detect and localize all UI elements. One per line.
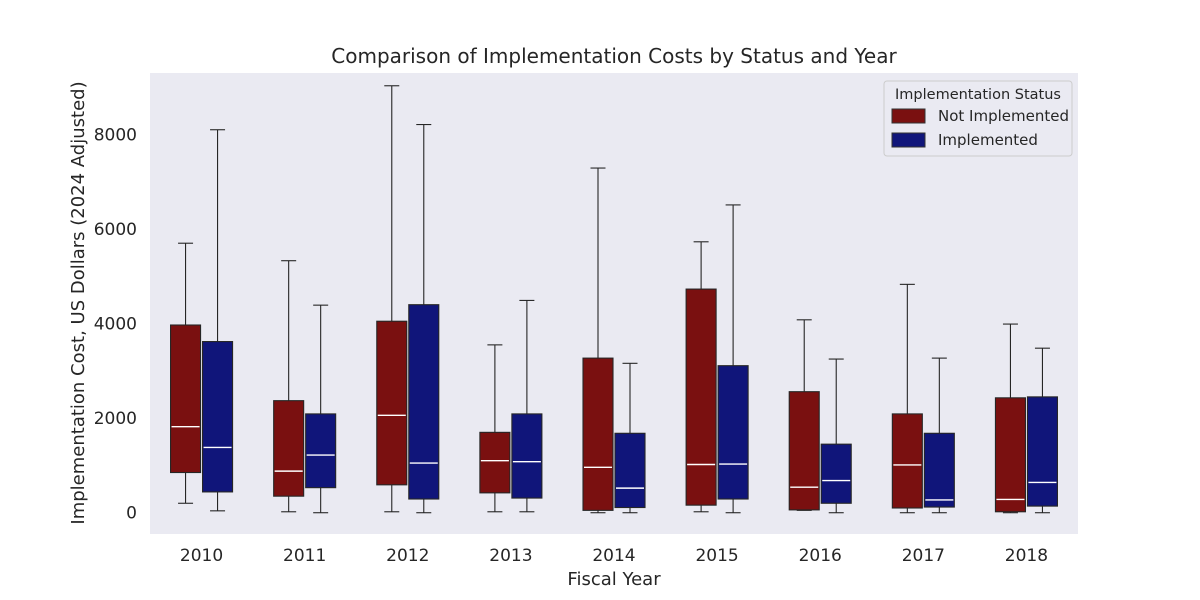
box-implemented-2010: [202, 129, 234, 512]
legend: Implementation Status Not Implemented Im…: [883, 80, 1073, 157]
box-implemented-2012: [408, 123, 440, 514]
iqr-box: [923, 432, 955, 508]
box-not-implemented-2012: [376, 85, 408, 513]
y-axis-label: Implementation Cost, US Dollars (2024 Ad…: [68, 81, 89, 524]
iqr-box: [376, 320, 408, 486]
y-tick-label: 6000: [94, 220, 137, 240]
box-implemented-2011: [305, 304, 337, 514]
box-not-implemented-2016: [788, 319, 820, 511]
box-not-implemented-2014: [582, 167, 614, 514]
x-axis-label: Fiscal Year: [567, 569, 661, 590]
iqr-box: [479, 431, 511, 494]
legend-box: [883, 80, 1073, 157]
iqr-box: [170, 324, 202, 474]
x-tick-label: 2011: [283, 546, 326, 566]
box-not-implemented-2017: [891, 283, 923, 514]
iqr-box: [820, 443, 852, 504]
iqr-box: [202, 341, 234, 493]
x-tick-label: 2013: [489, 546, 532, 566]
box-not-implemented-2018: [994, 323, 1026, 514]
box-implemented-2017: [923, 357, 955, 514]
box-not-implemented-2011: [273, 260, 305, 513]
iqr-box: [1026, 396, 1058, 507]
iqr-box: [305, 413, 337, 489]
y-axis-ticks: 0 2000 4000 6000 8000: [94, 125, 137, 523]
x-tick-label: 2016: [799, 546, 842, 566]
box-groups: [170, 85, 1058, 514]
box-implemented-2018: [1026, 347, 1058, 514]
iqr-box: [685, 288, 717, 506]
chart-title: Comparison of Implementation Costs by St…: [331, 44, 897, 68]
y-tick-label: 0: [126, 504, 137, 524]
legend-label-not-implemented: Not Implemented: [938, 107, 1069, 125]
box-implemented-2013: [511, 299, 543, 513]
iqr-box: [408, 304, 440, 500]
x-tick-label: 2014: [592, 546, 635, 566]
box-not-implemented-2013: [479, 344, 511, 513]
x-tick-label: 2017: [902, 546, 945, 566]
y-tick-label: 2000: [94, 409, 137, 429]
x-axis-ticks: 2010 2011 2012 2013 2014 2015 2016 2017 2018: [180, 546, 1048, 566]
iqr-box: [994, 397, 1026, 513]
iqr-box: [788, 391, 820, 511]
x-tick-label: 2012: [386, 546, 429, 566]
box-not-implemented-2010: [170, 242, 202, 504]
legend-swatch-not-implemented: [891, 108, 926, 124]
iqr-box: [511, 413, 543, 499]
legend-swatch-implemented: [891, 132, 926, 148]
iqr-box: [273, 400, 305, 497]
box-implemented-2015: [717, 204, 749, 514]
x-tick-label: 2015: [695, 546, 738, 566]
box-implemented-2016: [820, 358, 852, 514]
y-tick-label: 4000: [94, 315, 137, 335]
x-tick-label: 2018: [1005, 546, 1048, 566]
box-not-implemented-2015: [685, 241, 717, 513]
legend-title: Implementation Status: [895, 87, 1061, 103]
iqr-box: [582, 357, 614, 511]
iqr-box: [614, 432, 646, 509]
iqr-box: [891, 413, 923, 509]
x-tick-label: 2010: [180, 546, 223, 566]
box-implemented-2014: [614, 362, 646, 514]
y-tick-label: 8000: [94, 125, 137, 145]
legend-label-implemented: Implemented: [938, 131, 1038, 149]
iqr-box: [717, 365, 749, 500]
